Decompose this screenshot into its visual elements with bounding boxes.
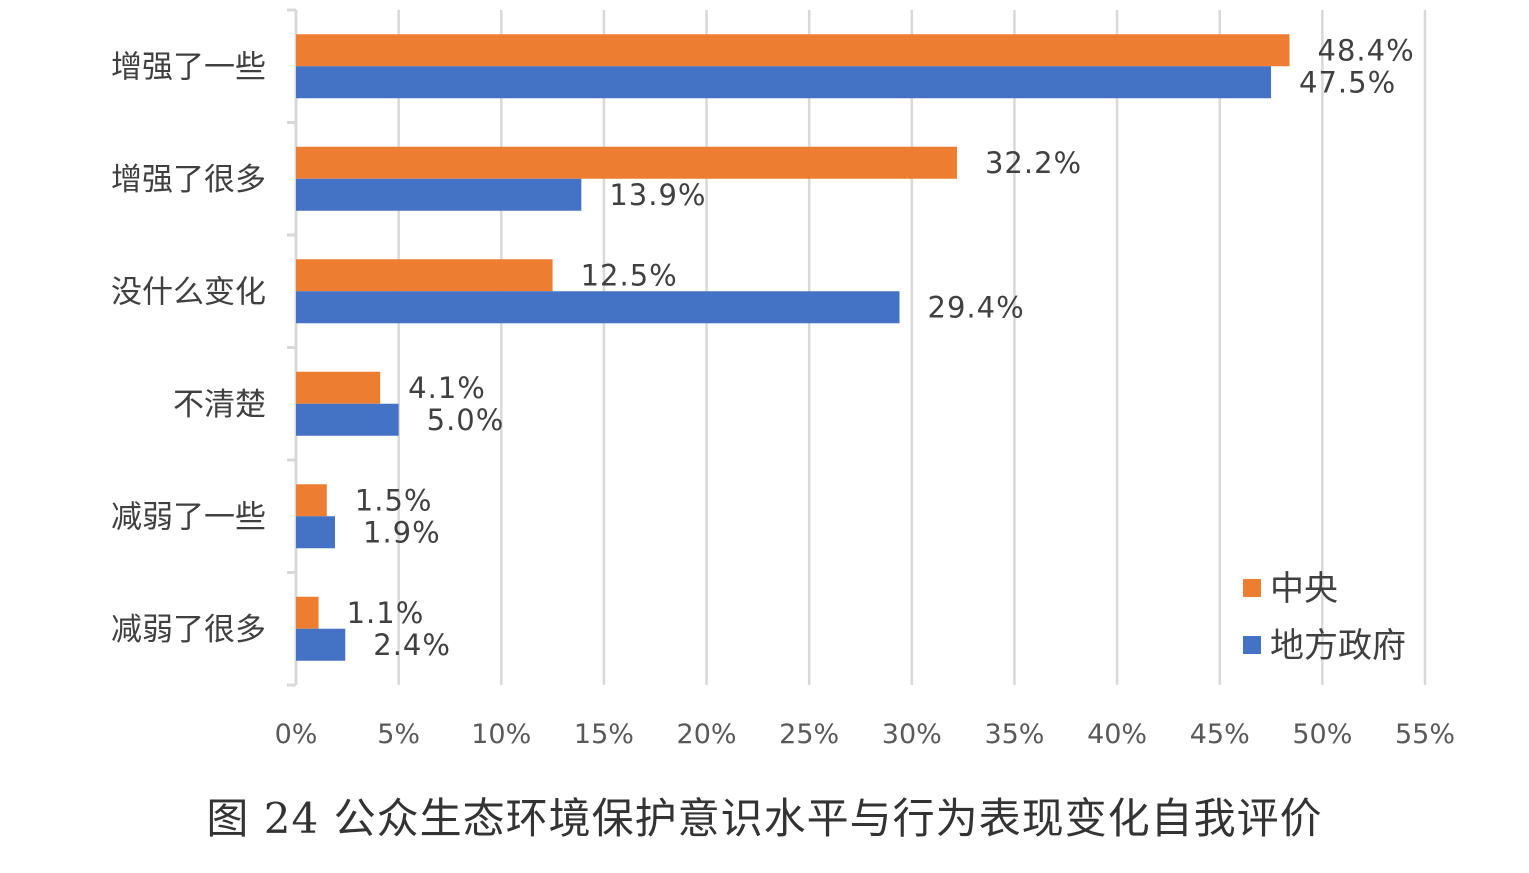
data-label: 47.5% [1299,65,1396,99]
category-label: 不清楚 [173,387,266,423]
data-label: 4.1% [408,371,486,405]
x-tick-label: 40% [1087,719,1147,750]
x-tick-label: 25% [779,719,839,750]
data-label: 12.5% [581,258,678,292]
bar [296,178,582,211]
x-tick-label: 0% [275,719,318,750]
legend-swatch [1243,579,1261,597]
bar [296,291,900,324]
bar [296,628,346,661]
bar [296,403,399,436]
data-label: 1.5% [355,483,433,517]
x-tick-label: 15% [574,719,634,750]
legend-label: 地方政府 [1270,626,1406,666]
x-tick-label: 50% [1292,719,1352,750]
legend-swatch [1243,636,1261,654]
x-tick-label: 10% [471,719,531,750]
bar-chart: 0% 5% 10% 15% 20% 25% 30% 35% 40% 45% 50% 55% 增强了一些 4… [111,8,1455,750]
legend-label: 中央 [1270,569,1338,609]
data-label: 48.4% [1318,33,1415,67]
bar [296,596,319,629]
x-tick-label: 5% [377,719,420,750]
category-label: 增强了很多 [111,162,266,198]
category-label: 减弱了一些 [111,499,266,535]
bar [296,484,327,517]
figure-caption: 图 24 公众生态环境保护意识水平与行为表现变化自我评价 [206,794,1323,843]
bar [296,371,381,404]
data-label: 5.0% [427,403,505,437]
bar [296,34,1290,67]
data-label: 1.9% [363,515,441,549]
data-label: 1.1% [347,596,425,630]
bar [296,259,553,292]
data-label: 13.9% [609,178,706,212]
bar [296,516,336,549]
data-label: 29.4% [928,290,1025,324]
x-tick-label: 45% [1190,719,1250,750]
category-label: 增强了一些 [111,49,266,85]
bar [296,146,957,179]
x-tick-label: 55% [1395,719,1455,750]
category-label: 减弱了很多 [111,612,266,648]
x-tick-label: 20% [677,719,737,750]
data-label: 2.4% [373,628,451,662]
x-tick-label: 30% [882,719,942,750]
category-label: 没什么变化 [111,274,266,310]
bar [296,66,1272,99]
data-label: 32.2% [985,146,1082,180]
x-tick-label: 35% [984,719,1044,750]
